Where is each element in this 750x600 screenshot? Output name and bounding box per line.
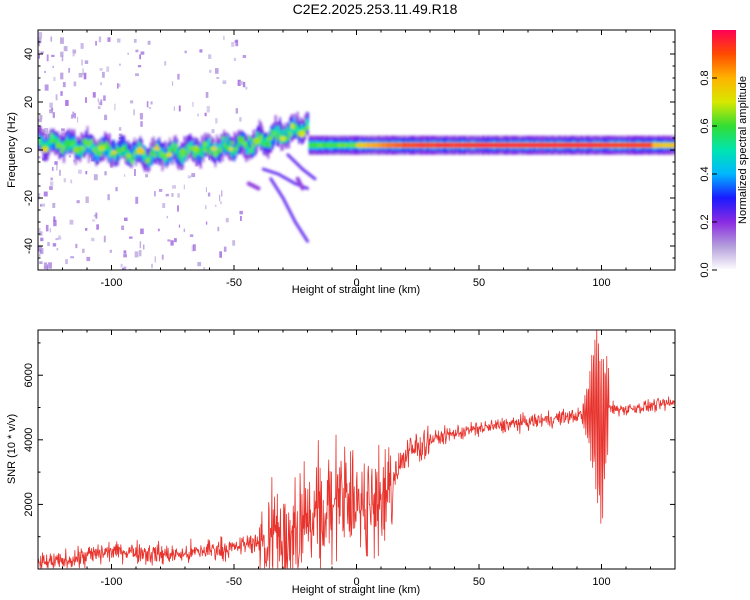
snr-ticks: -100 -50 0 50 100 2000 4000 6000 xyxy=(23,330,675,588)
snr-panel: -100 -50 0 50 100 2000 4000 6000 Height of stra… xyxy=(6,329,676,596)
spectrogram-blob xyxy=(153,146,161,151)
spectrogram-branch-arc xyxy=(295,176,305,191)
spectrogram-ticks: -100 -50 0 50 100 -40 -20 0 20 40 xyxy=(23,30,675,289)
spectrogram-blob xyxy=(111,150,117,155)
spectrogram-image xyxy=(38,32,675,270)
spectrogram-blob xyxy=(83,139,89,146)
spectrogram-branch-arc xyxy=(286,153,317,181)
spectrogram-panel: -100 -50 0 50 100 -40 -20 0 20 40 Height of strai… xyxy=(6,29,676,296)
colorbar-tick-label: 0.2 xyxy=(699,214,711,229)
colorbar-tick-label: 0.4 xyxy=(699,166,711,181)
colorbar-label: Normalized spectral amplitude xyxy=(737,76,749,224)
spectrogram-blob xyxy=(266,136,274,141)
spectrogram-blob xyxy=(97,145,105,152)
snr-x-tick-label: -100 xyxy=(100,576,122,588)
spectrogram-branch-arc xyxy=(246,181,261,191)
spectrogram-y-tick-label: 0 xyxy=(23,147,35,153)
snr-y-tick-label: 2000 xyxy=(23,492,35,516)
spectrogram-x-tick-label: 100 xyxy=(592,277,610,289)
spectrogram-blob xyxy=(136,147,144,155)
spectrogram-band xyxy=(38,111,675,243)
snr-y-tick-label: 4000 xyxy=(23,428,35,452)
spectrogram-blob xyxy=(211,146,218,151)
spectrogram-x-tick-label: -100 xyxy=(100,277,122,289)
snr-y-axis-label: SNR (10 * v/v) xyxy=(6,414,18,484)
snr-y-tick-label: 6000 xyxy=(23,363,35,387)
spectrogram-blob xyxy=(56,142,63,149)
spectrogram-blob xyxy=(63,140,71,146)
colorbar-tick-label: 0.8 xyxy=(699,70,711,85)
spectrogram-blob xyxy=(290,122,295,130)
colorbar-tick-label: 0.0 xyxy=(699,262,711,277)
spectrogram-y-axis-label: Frequency (Hz) xyxy=(6,112,18,188)
snr-x-tick-label: 50 xyxy=(473,576,485,588)
snr-x-axis-label: Height of straight line (km) xyxy=(292,584,420,596)
spectrogram-y-tick-label: -40 xyxy=(23,238,35,254)
spectrogram-blob xyxy=(228,146,233,151)
colorbar-tick-label: 0.6 xyxy=(699,118,711,133)
chart-title: C2E2.2025.253.11.49.R18 xyxy=(293,1,458,17)
snr-x-tick-label: 0 xyxy=(353,576,359,588)
colorbar: 0.0 0.2 0.4 0.6 0.8 Normalized spectral ampl… xyxy=(699,30,749,278)
snr-x-tick-label: 100 xyxy=(592,576,610,588)
spectrogram-blob xyxy=(42,146,49,153)
spectrogram-blob xyxy=(202,140,208,147)
spectrogram-blob xyxy=(253,137,261,145)
colorbar-ticks: 0.0 0.2 0.4 0.6 0.8 xyxy=(699,70,717,278)
spectrogram-blob xyxy=(72,146,80,153)
spectrogram-x-tick-label: 50 xyxy=(473,277,485,289)
snr-series-line xyxy=(38,330,675,569)
spectrogram-blob xyxy=(192,145,199,153)
snr-x-tick-label: -50 xyxy=(226,576,242,588)
spectrogram-x-tick-label: -50 xyxy=(226,277,242,289)
spectrogram-x-axis-label: Height of straight line (km) xyxy=(292,284,420,296)
spectrogram-y-tick-label: 40 xyxy=(23,48,35,60)
spectrogram-branch-arc xyxy=(269,177,309,243)
spectrogram-blob xyxy=(179,148,187,154)
spectrogram-y-tick-label: -20 xyxy=(23,190,35,206)
spectrogram-blob xyxy=(299,130,305,138)
spectrogram-x-tick-label: 0 xyxy=(353,277,359,289)
spectrogram-blob xyxy=(279,136,287,141)
snr-background xyxy=(38,330,675,569)
spectrogram-blob xyxy=(237,135,243,142)
colorbar-scale xyxy=(712,30,736,270)
spectrogram-blob xyxy=(125,153,132,159)
spectrogram-y-tick-label: 20 xyxy=(23,96,35,108)
spectrogram-blob xyxy=(165,152,173,157)
